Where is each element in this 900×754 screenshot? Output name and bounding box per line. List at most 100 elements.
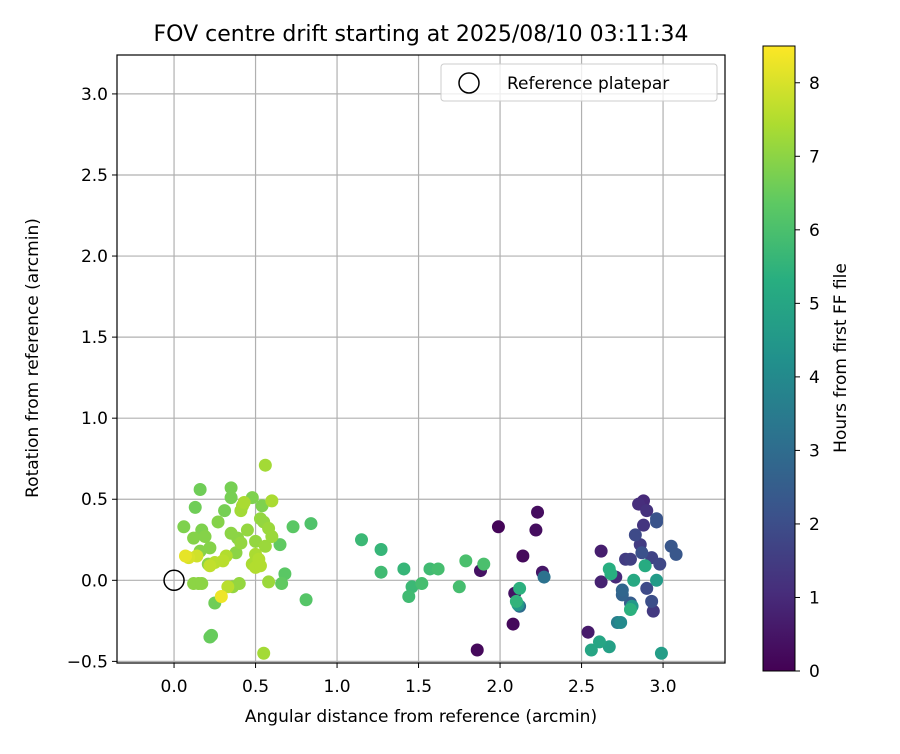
colorbar-tick-label: 1 — [809, 588, 820, 608]
colorbar-ticks: 0 1 2 3 4 5 6 7 8 — [795, 74, 820, 682]
y-tick-label: 1.5 — [81, 328, 108, 348]
data-point — [265, 530, 279, 544]
colorbar: 0 1 2 3 4 5 6 7 8 Hours from first FF file — [762, 45, 851, 682]
data-point — [415, 577, 429, 591]
data-point — [257, 646, 271, 660]
legend: Reference platepar — [440, 63, 718, 102]
chart-title: FOV centre drift starting at 2025/08/10 … — [154, 22, 689, 47]
data-point — [470, 643, 484, 657]
data-point — [221, 580, 235, 594]
legend-reference-marker — [458, 72, 480, 94]
data-point — [198, 530, 212, 544]
data-point — [286, 520, 300, 534]
data-point — [650, 512, 664, 526]
data-point — [477, 557, 491, 571]
data-point — [224, 491, 238, 505]
y-tick-label: −0.5 — [67, 652, 108, 672]
data-point — [258, 458, 272, 472]
data-point — [203, 559, 217, 573]
data-point — [506, 617, 520, 631]
data-point — [178, 549, 192, 563]
x-tick-label: 0.5 — [242, 677, 269, 697]
y-tick-label: 1.0 — [81, 409, 108, 429]
data-point — [491, 520, 505, 534]
colorbar-tick-label: 6 — [809, 221, 820, 241]
data-point — [669, 547, 683, 561]
plot-points — [163, 458, 683, 660]
data-point — [654, 646, 668, 660]
data-point — [627, 573, 641, 587]
data-point — [195, 577, 209, 591]
data-point — [224, 481, 238, 495]
data-point — [516, 549, 530, 563]
data-point — [646, 604, 660, 618]
data-point — [203, 541, 217, 555]
plot-ticks: 0.0 0.5 1.0 1.5 2.0 2.5 3.0 −0.5 0.0 0.5 1.0 1.5 2.0… — [67, 85, 677, 697]
data-point — [402, 590, 416, 604]
data-point — [304, 517, 318, 531]
data-point — [374, 543, 388, 557]
data-point — [265, 494, 279, 508]
data-point — [640, 581, 654, 595]
x-tick-label: 2.5 — [568, 677, 595, 697]
data-point — [177, 520, 191, 534]
colorbar-tick-label: 4 — [809, 368, 820, 388]
data-point — [636, 518, 650, 532]
data-point — [653, 557, 667, 571]
plot-axes — [116, 54, 726, 664]
data-point — [581, 625, 595, 639]
colorbar-tick-label: 3 — [809, 441, 820, 461]
data-point — [531, 505, 545, 519]
data-point — [452, 580, 466, 594]
colorbar-gradient — [762, 45, 796, 672]
data-point — [645, 594, 659, 608]
x-tick-label: 2.0 — [487, 677, 514, 697]
colorbar-tick-label: 0 — [809, 662, 820, 682]
y-tick-label: 2.0 — [81, 247, 108, 267]
x-tick-label: 0.0 — [161, 677, 188, 697]
data-point — [650, 573, 664, 587]
data-point — [273, 538, 287, 552]
data-point — [218, 504, 232, 518]
data-point — [431, 562, 445, 576]
data-point — [623, 552, 637, 566]
data-point — [262, 575, 276, 589]
x-tick-label: 1.5 — [405, 677, 432, 697]
data-point — [188, 500, 202, 514]
data-point — [214, 590, 228, 604]
colorbar-tick-label: 2 — [809, 515, 820, 535]
data-point — [592, 635, 606, 649]
data-point — [623, 602, 637, 616]
data-point — [604, 567, 618, 581]
data-point — [234, 536, 248, 550]
plot-grid — [117, 55, 725, 663]
x-axis-label: Angular distance from reference (arcmin) — [245, 707, 597, 727]
x-tick-label: 1.0 — [324, 677, 351, 697]
data-point — [594, 544, 608, 558]
data-point — [529, 523, 543, 537]
data-point — [602, 640, 616, 654]
data-point — [628, 528, 642, 542]
data-point — [615, 583, 629, 597]
data-point — [299, 593, 313, 607]
data-point — [584, 643, 598, 657]
data-point — [193, 483, 207, 497]
y-tick-label: 3.0 — [81, 85, 108, 105]
y-tick-label: 0.0 — [81, 571, 108, 591]
data-point — [594, 575, 608, 589]
data-point — [459, 554, 473, 568]
plot-frame — [116, 54, 726, 664]
legend-entry-reference: Reference platepar — [507, 74, 669, 94]
data-point — [205, 628, 219, 642]
colorbar-tick-label: 7 — [809, 147, 820, 167]
colorbar-label: Hours from first FF file — [831, 263, 851, 453]
x-tick-label: 3.0 — [650, 677, 677, 697]
data-point — [513, 581, 527, 595]
data-point — [374, 565, 388, 579]
data-point — [255, 499, 269, 513]
data-point — [211, 515, 225, 529]
data-point — [509, 594, 523, 608]
data-point — [258, 539, 272, 553]
